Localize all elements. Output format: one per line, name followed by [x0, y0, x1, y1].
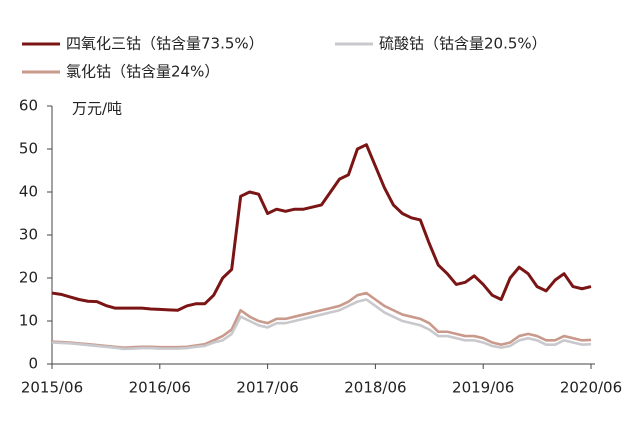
series-line	[51, 291, 592, 349]
y-tick-label: 40	[19, 183, 38, 201]
y-tick-label: 50	[19, 140, 38, 158]
y-tick-label: 30	[19, 226, 38, 244]
y-tick-label: 60	[19, 97, 38, 115]
x-tick-label: 2020/06	[560, 379, 622, 397]
x-tick-label: 2018/06	[344, 379, 406, 397]
legend-label: 四氧化三钴（钴含量73.5%）	[66, 35, 264, 53]
x-tick-label: 2019/06	[452, 379, 514, 397]
x-tick-label: 2016/06	[129, 379, 191, 397]
x-tick-label: 2017/06	[236, 379, 298, 397]
y-tick-label: 10	[19, 312, 38, 330]
legend-label: 硫酸钴（钴含量20.5%）	[379, 35, 547, 53]
series-line	[51, 143, 592, 312]
x-tick-label: 2015/06	[21, 379, 83, 397]
y-axis-label: 万元/吨	[72, 100, 122, 118]
y-tick-label: 20	[19, 269, 38, 287]
y-tick-label: 0	[28, 355, 38, 373]
legend-label: 氯化钴（钴含量24%）	[66, 63, 219, 81]
series-line	[51, 298, 592, 351]
